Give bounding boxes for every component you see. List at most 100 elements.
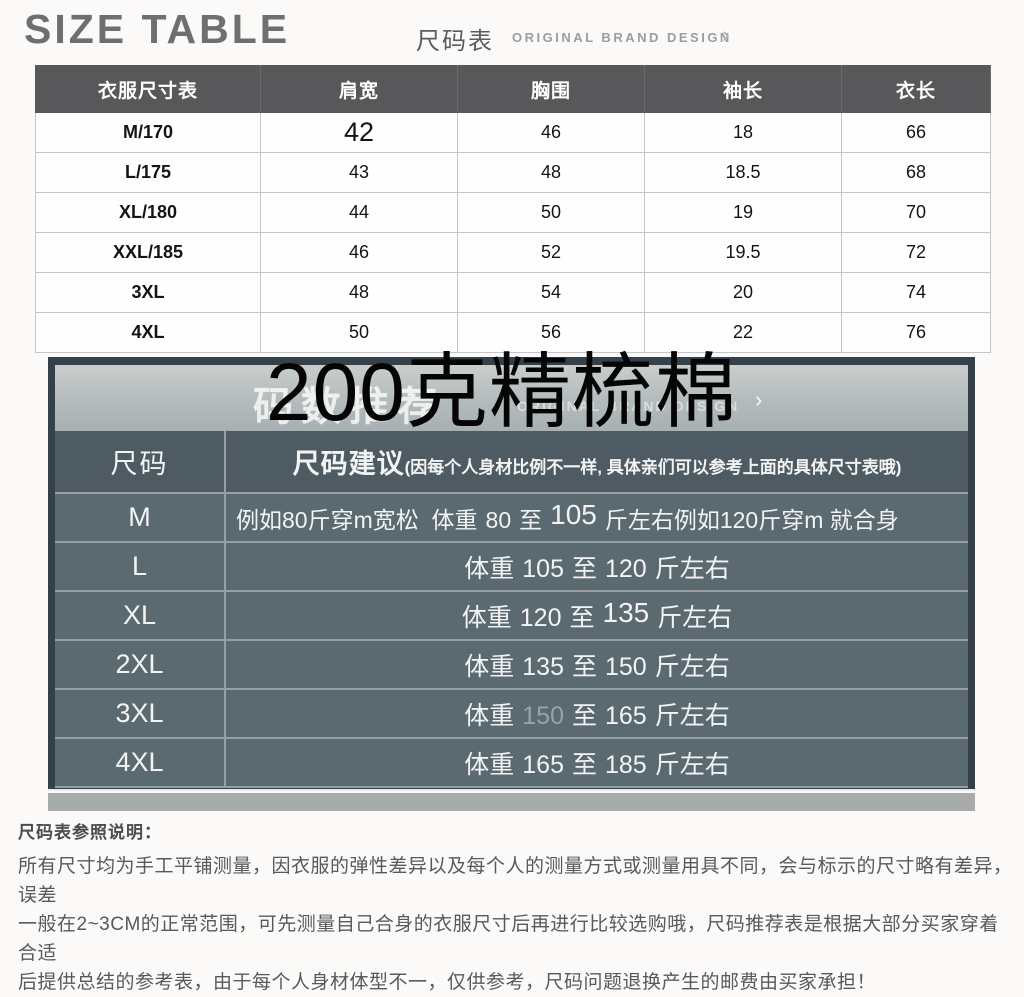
- page-subtitle-chinese: 尺码表: [416, 28, 494, 55]
- recommendation-section: 码数推荐 ORIGINAL BRAND DESIGN › 尺码 尺码建议(因每个…: [48, 357, 975, 791]
- size-label: 3XL: [55, 689, 226, 739]
- recommendation-row: L 体重 105 至 120 斤左右: [55, 542, 968, 592]
- sleeve-value: 20: [644, 272, 842, 313]
- sleeve-value: 18: [644, 112, 842, 153]
- col-header-length: 衣长: [841, 65, 991, 113]
- size-table-header-row: 衣服尺寸表 肩宽 胸围 袖长 衣长: [35, 65, 991, 113]
- recommendation-header-row: 尺码 尺码建议(因每个人身材比例不一样, 具体亲们可以参考上面的具体尺寸表哦): [55, 431, 968, 494]
- shoulder-value: 46: [260, 232, 458, 273]
- shoulder-value: 48: [260, 272, 458, 313]
- chest-value: 50: [457, 192, 645, 233]
- advice-text: 例如80斤穿m宽松 体重: [236, 506, 478, 533]
- chest-value: 54: [457, 272, 645, 313]
- weight-advice: 体重 150 至 165 斤左右: [225, 689, 968, 739]
- size-table: 衣服尺寸表 肩宽 胸围 袖长 衣长 M/170 42 46 18 66 L/17…: [35, 65, 991, 353]
- col-header-chest: 胸围: [457, 65, 645, 113]
- advice-text: 至: [519, 506, 543, 533]
- advice-text: 体重: [464, 652, 515, 681]
- notes-title: 尺码表参照说明：: [18, 823, 162, 842]
- fabric-overlay-text: 200克精梳棉: [266, 347, 738, 438]
- shoulder-value: 43: [260, 152, 458, 193]
- weight-to: 120: [605, 554, 647, 583]
- chest-value: 52: [457, 232, 645, 273]
- advice-text: 体重: [464, 701, 515, 730]
- size-label: L/175: [35, 152, 261, 193]
- size-label: M/170: [35, 112, 261, 153]
- length-value: 76: [841, 312, 991, 353]
- length-value: 72: [841, 232, 991, 273]
- col-header-garment-size: 衣服尺寸表: [35, 65, 261, 113]
- weight-from: 80: [485, 506, 512, 533]
- recommendation-row: XL 体重 120 至 135 斤左右: [55, 591, 968, 641]
- notes-line: 后提供总结的参考表，由于每个人身材体型不一，仅供参考，尺码问题退换产生的邮费由买…: [18, 972, 877, 993]
- length-value: 70: [841, 192, 991, 233]
- advice-text: 体重: [464, 750, 515, 779]
- weight-to: 135: [602, 596, 650, 628]
- banner-title: 码数推荐: [253, 385, 445, 429]
- page-title: SIZE TABLE: [24, 6, 291, 52]
- size-label: XXL/185: [35, 232, 261, 273]
- size-label: M: [55, 493, 226, 543]
- length-value: 68: [841, 152, 991, 193]
- advice-text: 斤左右: [657, 603, 733, 632]
- length-value: 66: [841, 112, 991, 153]
- size-label: 2XL: [55, 640, 226, 690]
- size-label: 4XL: [55, 738, 226, 788]
- col-header-shoulder: 肩宽: [260, 65, 458, 113]
- advice-text: 斤左右: [654, 554, 730, 583]
- notes-line: 所有尺寸均为手工平铺测量，因衣服的弹性差异以及每个人的测量方式或测量用具不同，会…: [18, 856, 1013, 906]
- recommendation-banner: 码数推荐 ORIGINAL BRAND DESIGN ›: [55, 365, 968, 431]
- advice-text: 至: [571, 701, 597, 730]
- recommendation-row: 2XL 体重 135 至 150 斤左右: [55, 640, 968, 690]
- advice-text: 体重: [461, 603, 512, 632]
- weight-advice: 例如80斤穿m宽松 体重 80 至 105 斤左右例如120斤穿m 就合身: [225, 493, 968, 543]
- shoulder-value: 42: [260, 112, 458, 153]
- table-row: XL/180 44 50 19 70: [35, 192, 991, 233]
- size-label: 4XL: [35, 312, 261, 353]
- advice-text: 斤左右: [654, 750, 730, 779]
- advice-title: 尺码建议: [292, 449, 405, 479]
- weight-advice: 体重 120 至 135 斤左右: [225, 591, 968, 641]
- recommendation-table: 尺码 尺码建议(因每个人身材比例不一样, 具体亲们可以参考上面的具体尺寸表哦) …: [55, 431, 968, 788]
- weight-advice: 体重 165 至 185 斤左右: [225, 738, 968, 788]
- advice-text: 斤左右: [654, 701, 730, 730]
- weight-to: 105: [550, 498, 597, 530]
- weight-to: 150: [605, 652, 647, 681]
- recommendation-row: 3XL 体重 150 至 165 斤左右: [55, 689, 968, 739]
- shoulder-value: 44: [260, 192, 458, 233]
- weight-to: 165: [605, 701, 647, 730]
- chevron-right-icon: ›: [755, 387, 763, 412]
- advice-text: 至: [571, 652, 597, 681]
- table-row: XXL/185 46 52 19.5 72: [35, 232, 991, 273]
- weight-advice: 体重 105 至 120 斤左右: [225, 542, 968, 592]
- size-notes: 尺码表参照说明： 所有尺寸均为手工平铺测量，因衣服的弹性差异以及每个人的测量方式…: [18, 818, 1018, 997]
- size-label: XL/180: [35, 192, 261, 233]
- advice-text: 斤左右: [654, 652, 730, 681]
- size-column-header: 尺码: [55, 431, 226, 494]
- chevron-right-icon: ›: [722, 22, 730, 47]
- advice-text: 至: [571, 554, 597, 583]
- table-row: 4XL 50 56 22 76: [35, 312, 991, 353]
- chest-value: 48: [457, 152, 645, 193]
- size-label: L: [55, 542, 226, 592]
- advice-text: 体重: [464, 554, 515, 583]
- chest-value: 46: [457, 112, 645, 153]
- table-row: L/175 43 48 18.5 68: [35, 152, 991, 193]
- weight-from: 135: [522, 652, 564, 681]
- weight-advice: 体重 135 至 150 斤左右: [225, 640, 968, 690]
- advice-note: (因每个人身材比例不一样, 具体亲们可以参考上面的具体尺寸表哦): [404, 458, 902, 477]
- brand-tagline: ORIGINAL BRAND DESIGN: [512, 30, 732, 45]
- advice-text: 至: [571, 750, 597, 779]
- notes-line: 一般在2~3CM的正常范围，可先测量自己合身的衣服尺寸后再进行比较选购哦，尺码推…: [18, 914, 999, 964]
- col-header-sleeve: 袖长: [644, 65, 842, 113]
- banner-brand-text: ORIGINAL BRAND DESIGN: [517, 398, 740, 414]
- table-row: 3XL 48 54 20 74: [35, 272, 991, 313]
- weight-from: 165: [522, 750, 564, 779]
- weight-to: 185: [605, 750, 647, 779]
- recommendation-row: M 例如80斤穿m宽松 体重 80 至 105 斤左右例如120斤穿m 就合身: [55, 493, 968, 543]
- advice-text: 斤左右例如120斤穿m 就合身: [604, 506, 899, 533]
- chest-value: 56: [457, 312, 645, 353]
- size-label: XL: [55, 591, 226, 641]
- sleeve-value: 22: [644, 312, 842, 353]
- sleeve-value: 18.5: [644, 152, 842, 193]
